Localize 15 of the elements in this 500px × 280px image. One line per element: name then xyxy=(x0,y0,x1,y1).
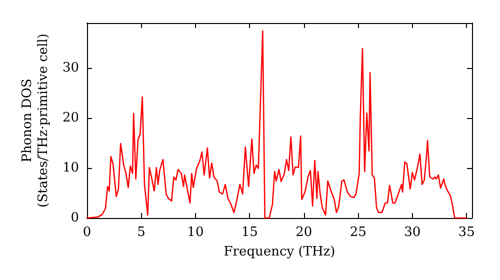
line-series xyxy=(86,30,468,219)
x-axis-title: Frequency (THz) xyxy=(224,244,336,260)
y-tick-label: 30 xyxy=(62,60,79,76)
y-tick-label: 10 xyxy=(62,160,79,176)
y-tick-label: 0 xyxy=(70,210,79,226)
x-tick-label: 35 xyxy=(458,225,475,240)
y-tick-label: 20 xyxy=(62,110,79,126)
x-tick-label: 20 xyxy=(296,225,312,240)
x-tick-label: 10 xyxy=(187,225,204,240)
x-tick-label: 0 xyxy=(82,225,92,240)
x-tick-label: 5 xyxy=(137,225,146,240)
x-tick-label: 25 xyxy=(350,225,366,240)
x-tick-label: 30 xyxy=(404,225,421,240)
y-axis-title: Phonon DOS (States/THz·primitive cell) xyxy=(20,33,52,208)
x-tick-label: 15 xyxy=(241,225,258,240)
